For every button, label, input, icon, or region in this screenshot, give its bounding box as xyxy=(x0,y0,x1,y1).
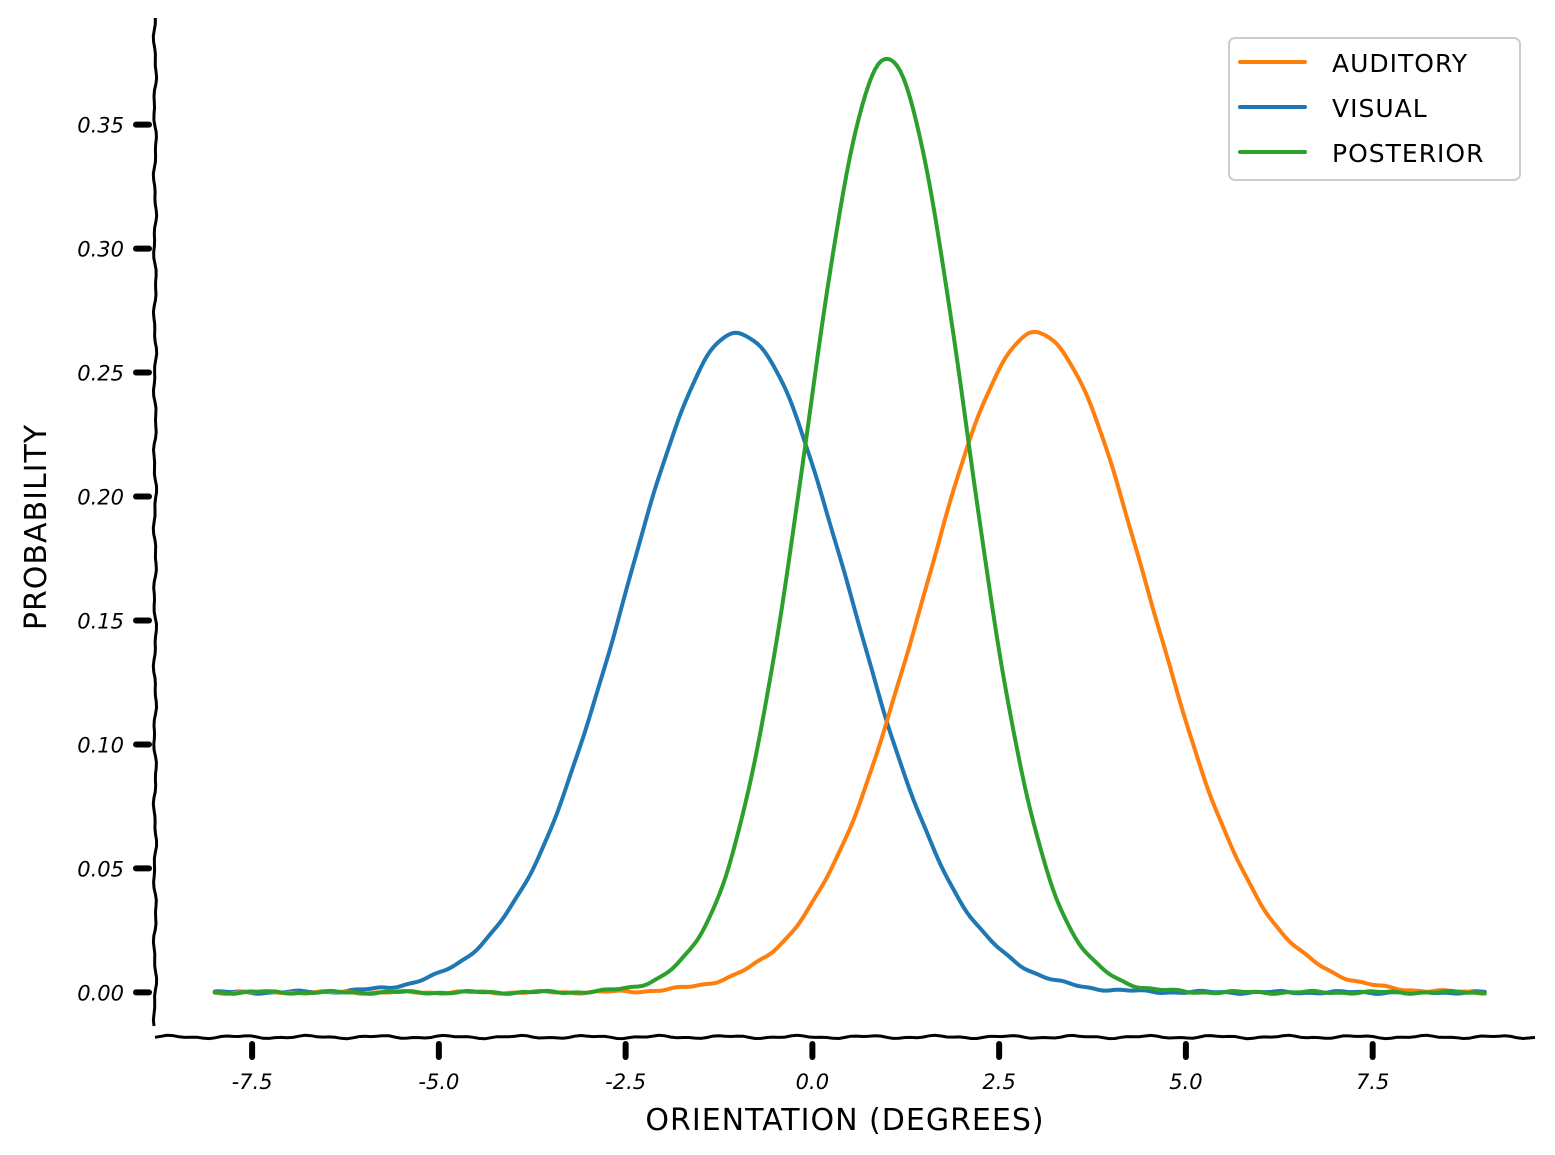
x-axis-line xyxy=(154,1033,1536,1041)
x-tick-label: 2.5 xyxy=(982,1070,1015,1094)
plot-area xyxy=(212,56,1487,996)
y-axis-label: PROBABILITY xyxy=(19,424,54,630)
series-line-auditory xyxy=(212,329,1487,996)
y-tick-label: 0.25 xyxy=(77,362,124,386)
legend-label-visual: VISUAL xyxy=(1332,94,1428,123)
x-tick-label: -2.5 xyxy=(605,1070,646,1094)
x-axis-label: ORIENTATION (DEGREES) xyxy=(645,1103,1044,1138)
axes: -7.5 -5.0 -2.5 0.0 2.5 5.0 7.5 0.00 0.05 0.10 0.15… xyxy=(77,18,1536,1094)
y-tick-label: 0.15 xyxy=(77,609,124,633)
legend-frame xyxy=(1228,37,1521,181)
y-tick-label: 0.10 xyxy=(77,733,124,757)
y-tick-label: 0.30 xyxy=(77,238,124,262)
x-tick-label: -7.5 xyxy=(232,1070,273,1094)
y-tick-label: 0.35 xyxy=(77,114,124,138)
x-tick-label: 5.0 xyxy=(1169,1070,1202,1094)
y-tick-label: 0.00 xyxy=(77,981,124,1005)
y-tick-label: 0.20 xyxy=(77,486,124,510)
series-line-visual xyxy=(212,330,1487,996)
series-line-posterior xyxy=(212,56,1487,996)
legend-label-posterior: POSTERIOR xyxy=(1332,139,1484,168)
x-tick-label: 0.0 xyxy=(796,1070,829,1094)
legend-label-auditory: AUDITORY xyxy=(1332,49,1468,78)
y-tick-label: 0.05 xyxy=(77,857,124,881)
legend: AUDITORY VISUAL POSTERIOR xyxy=(1228,37,1521,181)
x-tick-label: 7.5 xyxy=(1356,1070,1389,1094)
x-tick-label: -5.0 xyxy=(418,1070,459,1094)
y-axis-line xyxy=(151,18,159,1027)
